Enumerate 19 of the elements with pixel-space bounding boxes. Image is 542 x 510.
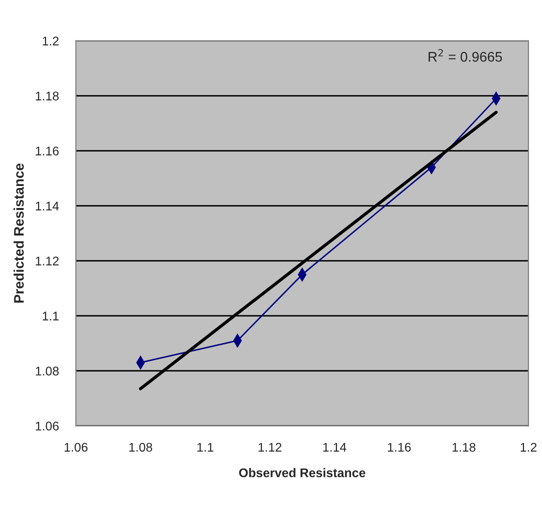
x-tick-label: 1.08 xyxy=(129,442,152,452)
x-tick-label: 1.18 xyxy=(452,442,476,452)
x-tick-label: 1.1 xyxy=(197,442,214,452)
y-tick-label: 1.16 xyxy=(36,146,59,156)
y-axis-title: Predicted Resistance xyxy=(14,164,24,303)
x-tick-label: 1.2 xyxy=(520,442,537,452)
x-tick-label: 1.14 xyxy=(323,442,346,452)
x-tick-label: 1.12 xyxy=(258,442,282,452)
y-tick-label: 1.2 xyxy=(42,36,59,46)
x-tick-label: 1.16 xyxy=(388,442,411,452)
x-tick-label: 1.06 xyxy=(64,442,88,452)
y-tick-label: 1.1 xyxy=(42,312,59,320)
y-tick-label: 1.18 xyxy=(36,92,59,100)
y-tick-label: 1.08 xyxy=(36,366,59,376)
y-tick-label: 1.12 xyxy=(36,256,59,266)
y-tick-label: 1.06 xyxy=(36,422,59,430)
y-tick-label: 1.14 xyxy=(36,202,59,210)
x-axis-title: Observed Resistance xyxy=(239,468,366,478)
annotation: R$^{2}$ = 0.9665 xyxy=(428,49,502,62)
